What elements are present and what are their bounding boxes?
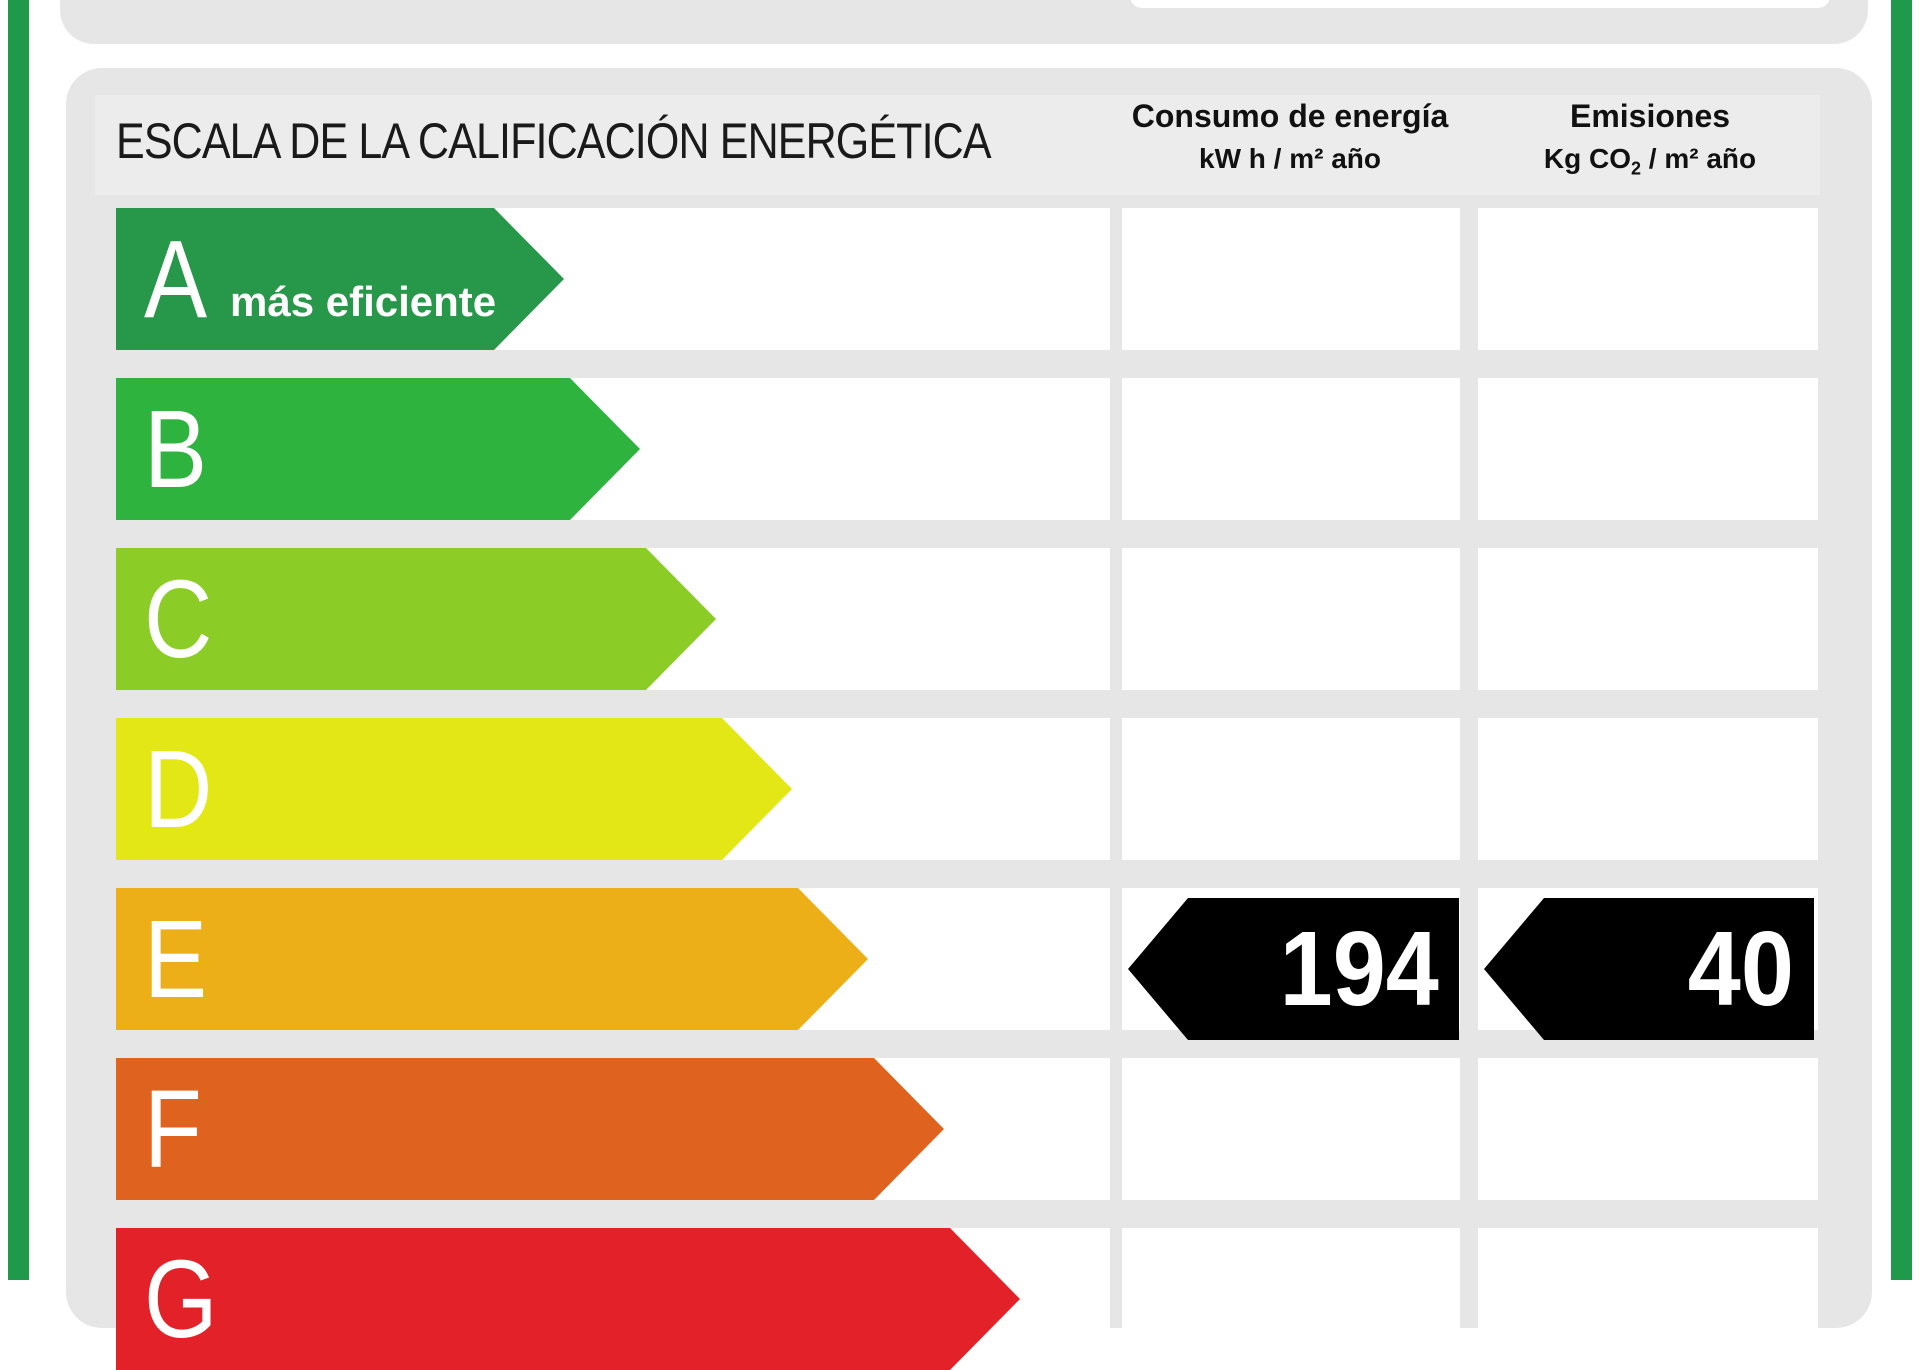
emissions-cell [1478, 378, 1818, 520]
emissions-column-header: Emisiones Kg CO2 / m² año [1475, 96, 1825, 192]
rating-letter: B [144, 388, 208, 511]
rating-row-e: E 194 40 [116, 888, 1820, 1040]
energy-consumption-value: 194 [1279, 910, 1439, 1028]
rating-arrow-e [116, 888, 868, 1030]
energy-column-title: Consumo de energía [1131, 98, 1449, 134]
rating-arrow-g [116, 1228, 1020, 1370]
energy-cell [1122, 1058, 1460, 1200]
emissions-value: 40 [1687, 910, 1794, 1028]
rating-arrow-a [116, 208, 564, 350]
emissions-cell [1478, 208, 1818, 350]
energy-column-header: Consumo de energía kW h / m² año [1120, 96, 1460, 182]
emissions-cell [1478, 1228, 1818, 1370]
energy-cell [1122, 1228, 1460, 1370]
rating-arrow-c [116, 548, 716, 690]
frame-border-left [8, 0, 29, 1280]
emissions-indicator: 40 [1484, 898, 1814, 1040]
rating-arrow-b [116, 378, 640, 520]
energy-cell [1122, 548, 1460, 690]
rating-sublabel: más eficiente [230, 278, 497, 325]
rating-letter: C [144, 558, 213, 681]
rating-bar-cell: F [116, 1058, 1110, 1200]
energy-consumption-indicator: 194 [1128, 898, 1459, 1040]
energy-cell [1122, 718, 1460, 860]
top-panel-field [1130, 0, 1830, 8]
emissions-cell [1478, 1058, 1818, 1200]
energy-cell [1122, 208, 1460, 350]
rating-letter: A [144, 218, 208, 341]
emissions-column-unit: Kg CO2 / m² año [1543, 143, 1757, 179]
energy-column-unit: kW h / m² año [1199, 143, 1381, 174]
rating-row-f: F [116, 1058, 1820, 1200]
rating-row-c: C [116, 548, 1820, 690]
rating-arrow-f [116, 1058, 944, 1200]
rating-bar-cell: G [116, 1228, 1110, 1370]
emissions-cell [1478, 718, 1818, 860]
rating-arrow-d [116, 718, 792, 860]
rating-letter: D [144, 728, 213, 851]
rating-bar-cell: C [116, 548, 1110, 690]
rating-row-d: D [116, 718, 1820, 860]
frame-border-right [1891, 0, 1912, 1280]
rating-bar-cell: D [116, 718, 1110, 860]
rating-letter: E [144, 898, 208, 1021]
rating-bar-cell: B [116, 378, 1110, 520]
energy-cell [1122, 378, 1460, 520]
rating-letter: F [144, 1068, 202, 1191]
scale-title: ESCALA DE LA CALIFICACIÓN ENERGÉTICA [116, 113, 992, 169]
header-band [95, 95, 1820, 195]
rating-row-b: B [116, 378, 1820, 520]
rating-bar-cell: E [116, 888, 1110, 1030]
emissions-cell [1478, 548, 1818, 690]
rating-row-g: G [116, 1228, 1820, 1370]
emissions-column-title: Emisiones [1569, 98, 1731, 134]
rating-letter: G [144, 1238, 218, 1361]
